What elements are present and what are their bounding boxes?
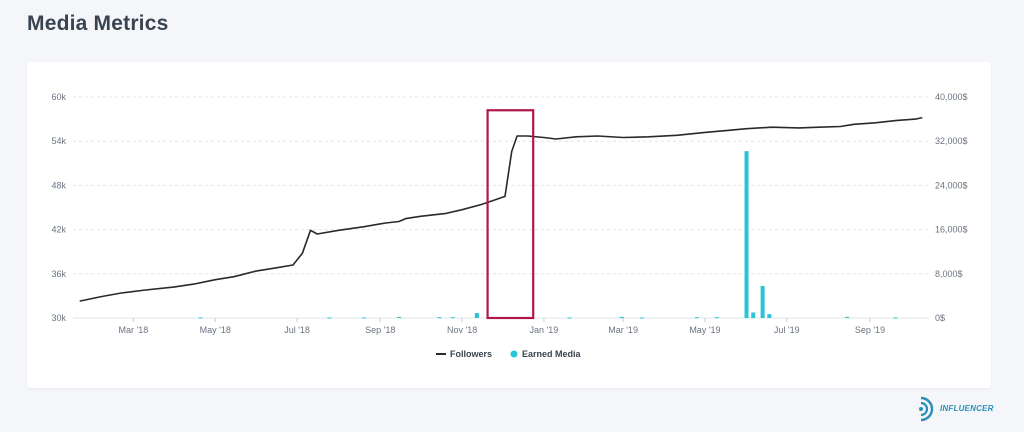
earned-media-bar [567, 317, 572, 319]
earned-media-bar [845, 316, 850, 318]
earned-media-bar [327, 317, 332, 319]
x-tick-label: Sep '18 [365, 325, 395, 335]
legend-earned-media-swatch [510, 350, 518, 358]
earned-media-bar [437, 317, 442, 319]
x-tick-label: Mar '19 [608, 325, 638, 335]
earned-media-bar [619, 316, 624, 318]
page-title: Media Metrics [27, 12, 169, 35]
influencer-logo-icon [919, 396, 934, 422]
x-tick-label: Jul '18 [284, 325, 310, 335]
y-right-tick-label: 8,000$ [935, 269, 963, 279]
media-metrics-chart: 30k 36k 42k 48k 54k 60k 0$ 8,000$ 16,000$ 24,000$… [51, 92, 968, 359]
earned-media-bar [474, 313, 479, 318]
influencer-logo: INFLUENCER [918, 396, 1018, 428]
earned-media-bar [362, 317, 367, 319]
earned-media-bar [198, 317, 203, 319]
earned-media-bar [751, 312, 756, 318]
y-right-tick-label: 32,000$ [935, 136, 968, 146]
earned-media-bar [397, 316, 402, 318]
influencer-logo-text: INFLUENCER [940, 404, 994, 413]
y-right-tick-label: 16,000$ [935, 225, 968, 235]
y-left-tick-label: 60k [51, 92, 66, 102]
y-right-tick-label: 40,000$ [935, 92, 968, 102]
media-metrics-card: 30k 36k 42k 48k 54k 60k 0$ 8,000$ 16,000$ 24,000$… [27, 62, 991, 388]
highlight-box [486, 109, 535, 320]
y-left-tick-label: 42k [51, 225, 66, 235]
earned-media-bar [450, 317, 455, 319]
legend-followers-label[interactable]: Followers [450, 349, 492, 359]
legend-earned-media-label[interactable]: Earned Media [522, 349, 582, 359]
x-tick-label: Sep '19 [855, 325, 885, 335]
y-right-tick-label: 24,000$ [935, 180, 968, 190]
y-left-tick-label: 54k [51, 136, 66, 146]
earned-media-bar [639, 317, 644, 319]
y-left-tick-label: 30k [51, 313, 66, 323]
earned-media-bar [893, 317, 898, 319]
earned-media-bar [744, 151, 749, 318]
y-right-tick-label: 0$ [935, 313, 945, 323]
x-tick-label: Mar '18 [119, 325, 149, 335]
x-tick-label: May '19 [689, 325, 720, 335]
earned-media-bar [694, 317, 699, 319]
y-left-tick-label: 48k [51, 180, 66, 190]
x-tick-label: Nov '18 [447, 325, 477, 335]
earned-media-bar [767, 314, 772, 318]
x-tick-label: May '18 [200, 325, 231, 335]
earned-media-bar [715, 317, 720, 319]
earned-media-bar [760, 285, 765, 318]
y-left-tick-label: 36k [51, 269, 66, 279]
x-tick-label: Jul '19 [774, 325, 800, 335]
x-tick-label: Jan '19 [530, 325, 559, 335]
followers-line [79, 116, 923, 302]
